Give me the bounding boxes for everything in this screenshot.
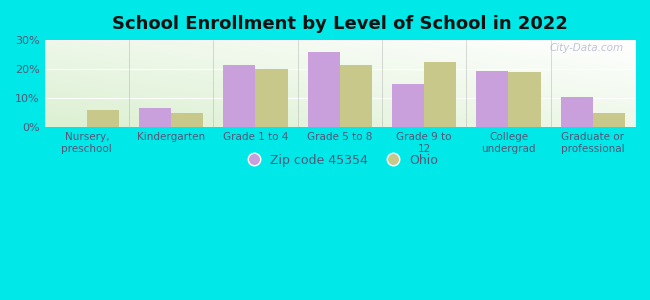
Bar xyxy=(307,52,340,127)
Text: City-Data.com: City-Data.com xyxy=(549,43,623,53)
Bar xyxy=(508,72,541,127)
Bar xyxy=(87,110,119,127)
Title: School Enrollment by Level of School in 2022: School Enrollment by Level of School in … xyxy=(112,15,567,33)
Bar xyxy=(392,84,424,127)
Bar xyxy=(424,62,456,127)
Bar xyxy=(476,70,508,127)
Bar xyxy=(561,97,593,127)
Bar xyxy=(255,69,287,127)
Bar xyxy=(139,108,171,127)
Bar xyxy=(224,65,255,127)
Bar xyxy=(171,113,203,127)
Bar xyxy=(593,113,625,127)
Bar xyxy=(340,65,372,127)
Legend: Zip code 45354, Ohio: Zip code 45354, Ohio xyxy=(237,148,443,172)
